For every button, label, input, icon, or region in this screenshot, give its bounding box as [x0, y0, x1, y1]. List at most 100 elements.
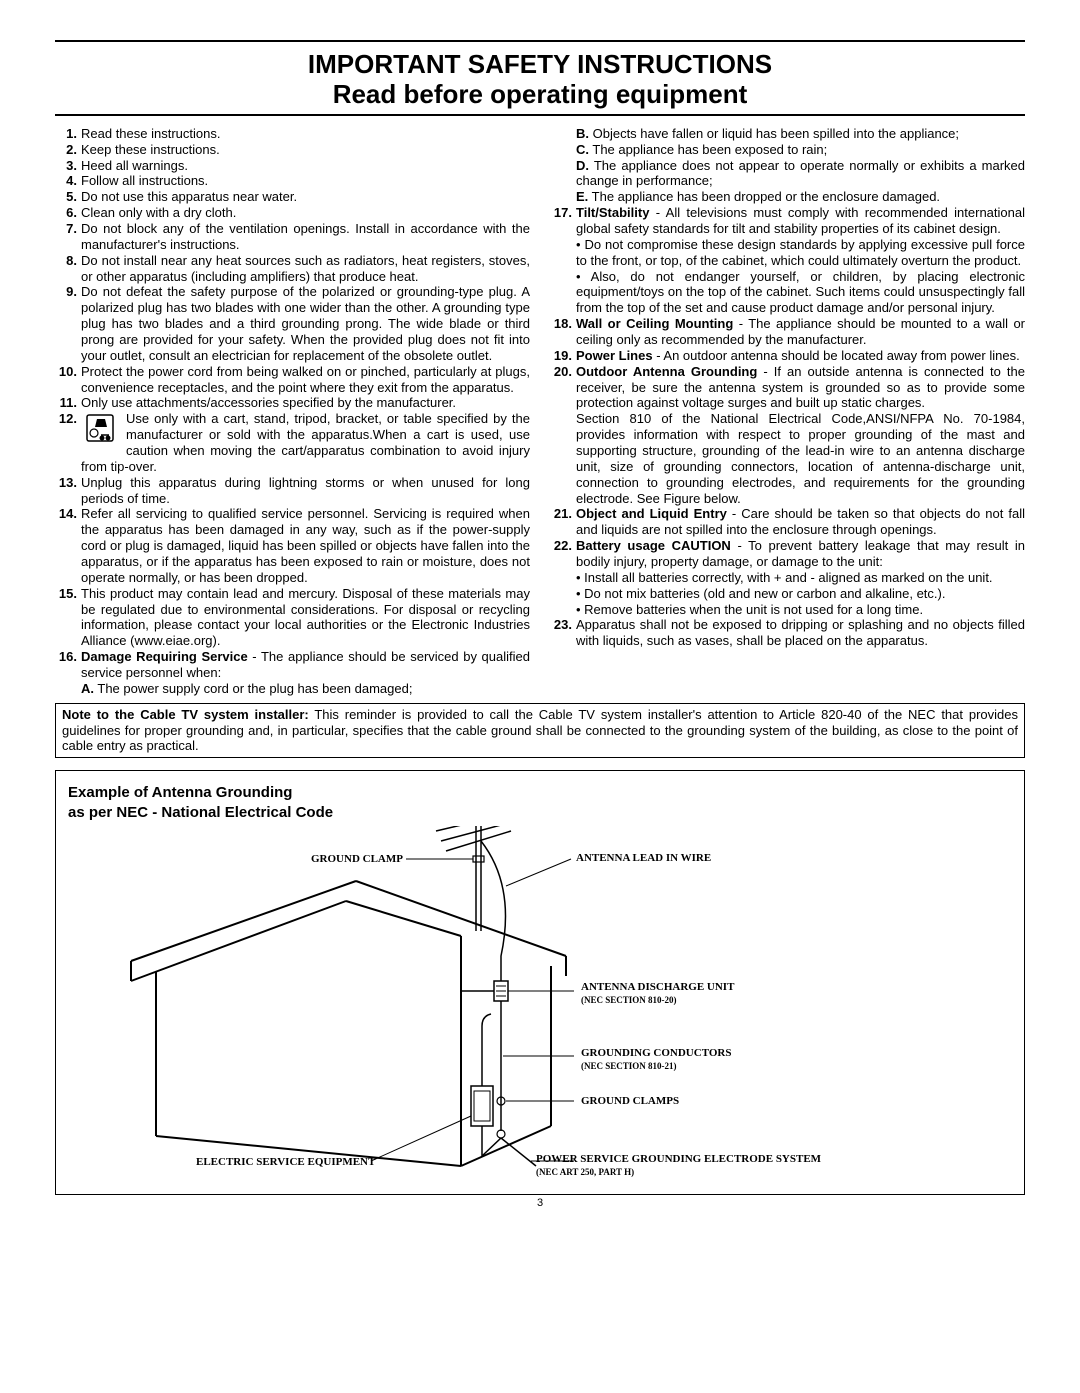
- item-text: Outdoor Antenna Grounding - If an outsid…: [576, 364, 1025, 412]
- right-column: B. Objects have fallen or liquid has bee…: [550, 126, 1025, 697]
- item-num: 13.: [55, 475, 77, 507]
- item-num: 17.: [550, 205, 572, 237]
- item-num: 16.: [55, 649, 77, 681]
- item-text: Do not install near any heat sources suc…: [81, 253, 530, 285]
- item-num: 22.: [550, 538, 572, 570]
- sub-item: D. The appliance does not appear to oper…: [550, 158, 1025, 190]
- title-line1: IMPORTANT SAFETY INSTRUCTIONS: [55, 50, 1025, 80]
- item-num: 7.: [55, 221, 77, 253]
- item-num: 10.: [55, 364, 77, 396]
- item-17-bullet: • Also, do not endanger yourself, or chi…: [550, 269, 1025, 317]
- item-num: 14.: [55, 506, 77, 585]
- list-item: 14.Refer all servicing to qualified serv…: [55, 506, 530, 585]
- list-item: 15.This product may contain lead and mer…: [55, 586, 530, 649]
- item-text: Protect the power cord from being walked…: [81, 364, 530, 396]
- list-item: 5.Do not use this apparatus near water.: [55, 189, 530, 205]
- item-text: Do not use this apparatus near water.: [81, 189, 530, 205]
- label-electric-service: ELECTRIC SERVICE EQUIPMENT: [196, 1156, 375, 1168]
- list-item: 11.Only use attachments/accessories spec…: [55, 395, 530, 411]
- item-text: Follow all instructions.: [81, 173, 530, 189]
- item-num: 2.: [55, 142, 77, 158]
- item-text: Tilt/Stability - All televisions must co…: [576, 205, 1025, 237]
- item-17: 17. Tilt/Stability - All televisions mus…: [550, 205, 1025, 237]
- item-18: 18. Wall or Ceiling Mounting - The appli…: [550, 316, 1025, 348]
- list-item: 3.Heed all warnings.: [55, 158, 530, 174]
- item-text: Wall or Ceiling Mounting - The appliance…: [576, 316, 1025, 348]
- list-item: 9.Do not defeat the safety purpose of th…: [55, 284, 530, 363]
- item-22: 22. Battery usage CAUTION - To prevent b…: [550, 538, 1025, 570]
- item-12: 12. Use only with a cart, stand, tripod,…: [55, 411, 530, 474]
- item-text: Refer all servicing to qualified service…: [81, 506, 530, 585]
- label-antenna-lead: ANTENNA LEAD IN WIRE: [576, 852, 711, 864]
- item-text: Apparatus shall not be exposed to drippi…: [576, 617, 1025, 649]
- cart-tip-icon: [81, 411, 121, 451]
- title-divider: [55, 114, 1025, 116]
- item-num: 3.: [55, 158, 77, 174]
- item-16a: A. The power supply cord or the plug has…: [55, 681, 530, 697]
- item-num: 6.: [55, 205, 77, 221]
- house-diagram-svg: [96, 826, 656, 1186]
- item-text: Object and Liquid Entry - Care should be…: [576, 506, 1025, 538]
- item-text: Heed all warnings.: [81, 158, 530, 174]
- label-power-service-sub: (NEC ART 250, PART H): [536, 1167, 634, 1177]
- antenna-diagram-box: Example of Antenna Grounding as per NEC …: [55, 770, 1025, 1195]
- item-text: Read these instructions.: [81, 126, 530, 142]
- item-num: 21.: [550, 506, 572, 538]
- item-text: Damage Requiring Service - The appliance…: [81, 649, 530, 681]
- sub-item: C. The appliance has been exposed to rai…: [550, 142, 1025, 158]
- sub-item: E. The appliance has been dropped or the…: [550, 189, 1025, 205]
- item-17-bullet: • Do not compromise these design standar…: [550, 237, 1025, 269]
- label-grounding-cond-sub: (NEC SECTION 810-21): [581, 1061, 677, 1071]
- item-text: Do not defeat the safety purpose of the …: [81, 284, 530, 363]
- title-block: IMPORTANT SAFETY INSTRUCTIONS Read befor…: [55, 50, 1025, 110]
- item-20: 20. Outdoor Antenna Grounding - If an ou…: [550, 364, 1025, 412]
- item-text: Use only with a cart, stand, tripod, bra…: [81, 411, 530, 474]
- item-num: 12.: [55, 411, 77, 474]
- list-item: 1.Read these instructions.: [55, 126, 530, 142]
- item-22-bullet: • Remove batteries when the unit is not …: [550, 602, 1025, 618]
- diagram-title: Example of Antenna Grounding as per NEC …: [68, 783, 1012, 822]
- item-num: 19.: [550, 348, 572, 364]
- item-20-para: Section 810 of the National Electrical C…: [550, 411, 1025, 506]
- list-item: 6.Clean only with a dry cloth.: [55, 205, 530, 221]
- label-ground-clamp: GROUND CLAMP: [311, 853, 403, 865]
- item-text: Only use attachments/accessories specifi…: [81, 395, 530, 411]
- item-text: Keep these instructions.: [81, 142, 530, 158]
- item-22-bullet: • Do not mix batteries (old and new or c…: [550, 586, 1025, 602]
- item-text: Power Lines - An outdoor antenna should …: [576, 348, 1025, 364]
- item-22-bullet: • Install all batteries correctly, with …: [550, 570, 1025, 586]
- label-grounding-cond: GROUNDING CONDUCTORS: [581, 1047, 731, 1059]
- list-item: 4.Follow all instructions.: [55, 173, 530, 189]
- item-num: 23.: [550, 617, 572, 649]
- item-text: Unplug this apparatus during lightning s…: [81, 475, 530, 507]
- label-power-service: POWER SERVICE GROUNDING ELECTRODE SYSTEM: [536, 1153, 821, 1165]
- item-text: Battery usage CAUTION - To prevent batte…: [576, 538, 1025, 570]
- item-19: 19. Power Lines - An outdoor antenna sho…: [550, 348, 1025, 364]
- item-num: 1.: [55, 126, 77, 142]
- installer-note-box: Note to the Cable TV system installer: T…: [55, 703, 1025, 759]
- list-item: 13.Unplug this apparatus during lightnin…: [55, 475, 530, 507]
- item-21: 21. Object and Liquid Entry - Care shoul…: [550, 506, 1025, 538]
- item-num: 8.: [55, 253, 77, 285]
- item-num: 5.: [55, 189, 77, 205]
- top-divider: [55, 40, 1025, 42]
- item-num: 11.: [55, 395, 77, 411]
- page-number: 3: [55, 1197, 1025, 1209]
- item-23: 23. Apparatus shall not be exposed to dr…: [550, 617, 1025, 649]
- item-text: This product may contain lead and mercur…: [81, 586, 530, 649]
- list-item: 10.Protect the power cord from being wal…: [55, 364, 530, 396]
- label-discharge-sub: (NEC SECTION 810-20): [581, 995, 677, 1005]
- item-text: Clean only with a dry cloth.: [81, 205, 530, 221]
- list-item: 8.Do not install near any heat sources s…: [55, 253, 530, 285]
- label-ground-clamps: GROUND CLAMPS: [581, 1095, 679, 1107]
- label-discharge-unit: ANTENNA DISCHARGE UNIT: [581, 981, 734, 993]
- note-bold: Note to the Cable TV system installer:: [62, 707, 309, 722]
- sub-item: B. Objects have fallen or liquid has bee…: [550, 126, 1025, 142]
- item-num: 18.: [550, 316, 572, 348]
- item-num: 9.: [55, 284, 77, 363]
- left-column: 1.Read these instructions.2.Keep these i…: [55, 126, 530, 697]
- columns: 1.Read these instructions.2.Keep these i…: [55, 126, 1025, 697]
- title-line2: Read before operating equipment: [55, 80, 1025, 110]
- item-text: Do not block any of the ventilation open…: [81, 221, 530, 253]
- list-item: 2.Keep these instructions.: [55, 142, 530, 158]
